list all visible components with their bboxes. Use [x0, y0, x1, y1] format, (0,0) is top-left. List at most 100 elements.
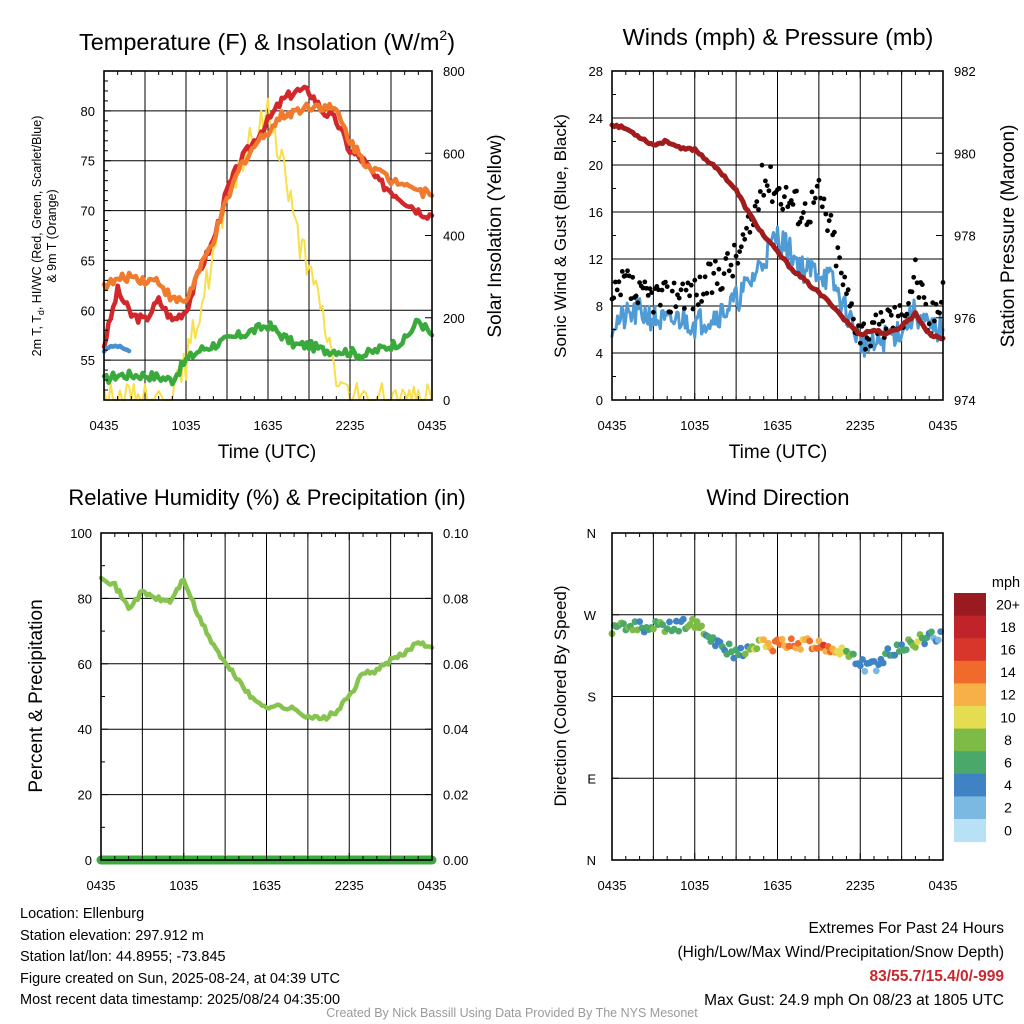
temperature-panel: 0435 1035 1635 2235 043555606570758002004006… [30, 27, 506, 463]
gust-point [680, 281, 686, 287]
gust-point [768, 164, 773, 170]
gust-point [776, 186, 782, 191]
x-tick-label: 0435 [90, 418, 119, 433]
gust-point [873, 312, 879, 318]
temperature-ticks: 0435 1035 1635 2235 043555606570758002004006… [81, 64, 465, 433]
gust-point [694, 292, 699, 298]
gust-point [866, 337, 872, 342]
y2-tick-label: 0.04 [443, 722, 468, 737]
x-tick-label: 0435 [598, 418, 627, 433]
gust-point [704, 290, 710, 296]
x-tick-label: 1635 [254, 418, 283, 433]
y-tick-label: 100 [70, 526, 92, 541]
gust-point [635, 300, 641, 306]
gust-point [790, 202, 796, 207]
gust-point [835, 245, 841, 251]
temperature-title: Temperature (F) & Insolation (W/m2) [79, 27, 455, 55]
gust-point [764, 183, 770, 189]
gust-point [821, 196, 827, 202]
gust-point [709, 290, 715, 296]
gust-point [788, 198, 794, 203]
temperature-ylabel-left: 2m T, Td, HI/WC (Red, Green, Scarlet/Blu… [30, 116, 46, 357]
gust-point [763, 178, 768, 184]
direction-point [891, 651, 899, 659]
y2-tick-label: 982 [954, 64, 976, 79]
recent-timestamp: Most recent data timestamp: 2025/08/24 0… [20, 992, 341, 1008]
colorbar-label: 18 [1000, 619, 1016, 635]
x-tick-label: 1035 [169, 878, 198, 893]
direction-point [679, 615, 687, 623]
extremes-values: 83/55.7/15.4/0/-999 [869, 968, 1004, 985]
gust-point [851, 316, 856, 322]
winds-xlabel: Time (UTC) [729, 442, 828, 463]
gust-point [656, 287, 661, 293]
y-tick-label: 16 [589, 205, 603, 220]
gust-point [794, 188, 799, 194]
direction-point [620, 620, 627, 628]
x-tick-label: 1035 [172, 418, 201, 433]
x-tick-label: 0435 [87, 878, 116, 893]
station-pressure-line [609, 122, 946, 342]
direction-point [856, 662, 864, 670]
winds-ylabel-left: Sonic Wind & Gust (Blue, Black) [551, 114, 570, 358]
gust-point [933, 301, 939, 307]
direction-point [712, 642, 719, 650]
gust-point [937, 310, 942, 316]
y-tick-label: 55 [81, 353, 95, 368]
gust-point [645, 293, 651, 298]
station-location: Location: Ellenburg [20, 906, 145, 922]
gust-point [714, 281, 720, 287]
colorbar-swatch [954, 683, 986, 707]
gust-point [919, 282, 925, 287]
gust-point [664, 284, 670, 289]
series-line-td [101, 317, 435, 387]
direction-point [879, 659, 887, 667]
gust-point [683, 287, 689, 293]
gust-point [838, 270, 844, 276]
winds-ylabel-right: Station Pressure (Maroon) [998, 125, 1019, 348]
x-tick-label: 1635 [763, 878, 792, 893]
gust-point [823, 211, 829, 217]
humidity-grid [101, 533, 432, 860]
y2-tick-label: 0.06 [443, 657, 468, 672]
gust-point [688, 282, 694, 288]
colorbar-swatch [954, 728, 986, 752]
temperature-title-text: Temperature (F) & Insolation (W/m [79, 29, 439, 55]
humidity-ticks: 0435 1035 1635 2235 0435 0 20 40 60 80 100 0.00 0.02… [70, 526, 468, 893]
colorbar-swatch [954, 773, 986, 797]
direction-point [850, 650, 857, 658]
x-tick-label: 2235 [335, 878, 364, 893]
direction-tick-label: E [587, 771, 596, 786]
y-tick-label: 0 [596, 393, 603, 408]
gust-point [744, 225, 749, 231]
series-line-hi-wc [101, 343, 132, 354]
gust-point [713, 258, 718, 264]
direction-point [794, 640, 802, 647]
x-tick-label: 0435 [929, 878, 958, 893]
gust-point [671, 280, 677, 286]
gust-point [857, 340, 863, 346]
speed-colorbar: 20+ 18 16 14 12 10 8 6 4 2 0 [954, 593, 1020, 843]
direction-point [698, 622, 705, 630]
colorbar-swatch [954, 796, 986, 820]
x-tick-label: 1635 [763, 418, 792, 433]
gust-point [863, 346, 868, 352]
gust-point [832, 229, 837, 235]
temperature-xlabel: Time (UTC) [218, 442, 317, 463]
direction-point [935, 636, 942, 644]
direction-point [769, 647, 777, 655]
y2-tick-label: 0.10 [443, 526, 468, 541]
gust-point [690, 306, 696, 312]
y-tick-label: 4 [596, 346, 603, 361]
gust-point [618, 292, 623, 298]
direction-grid [612, 533, 943, 860]
y-tick-label: 20 [589, 158, 603, 173]
x-tick-label: 2235 [846, 878, 875, 893]
gust-point [842, 274, 848, 280]
gust-point [816, 177, 822, 183]
gust-point [649, 290, 655, 295]
colorbar-swatch [954, 660, 986, 684]
figure-created: Figure created on Sun, 2025-08-24, at 04… [20, 970, 340, 987]
gust-point [616, 279, 622, 285]
